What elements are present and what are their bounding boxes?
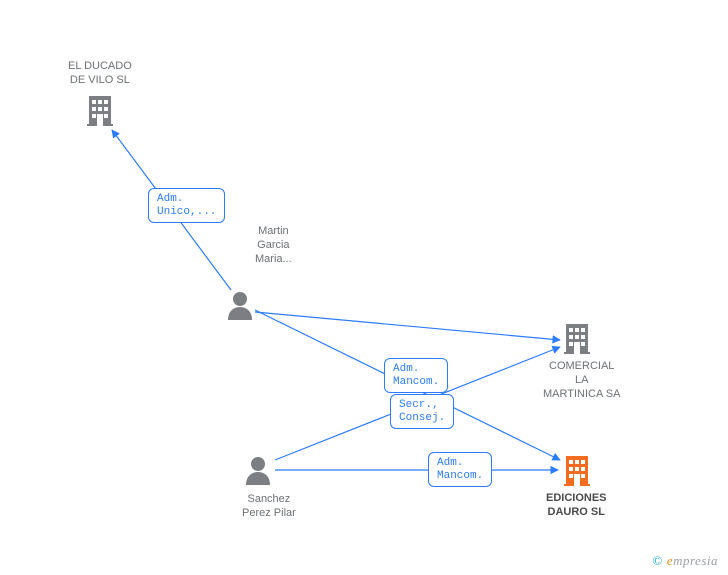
watermark-rest: mpresia	[673, 553, 718, 568]
node-label-comercial: COMERCIAL LA MARTINICA SA	[543, 360, 620, 401]
copyright-symbol: ©	[652, 553, 662, 568]
building-icon	[85, 94, 115, 126]
person-icon	[226, 290, 254, 320]
building-icon	[562, 322, 592, 354]
edge-label-sanchez-ediciones: Adm. Mancom.	[428, 452, 492, 487]
edge-martin-comercial	[255, 312, 560, 340]
node-comercial[interactable]	[562, 322, 592, 359]
watermark: ©empresia	[652, 553, 718, 569]
edge-label-martin-ducado: Adm. Unico,...	[148, 188, 225, 223]
node-ducado[interactable]	[85, 94, 115, 131]
node-label-ducado: EL DUCADO DE VILO SL	[68, 60, 132, 88]
node-ediciones[interactable]	[562, 454, 592, 491]
edge-label-martin-ediciones: Adm. Mancom.	[384, 358, 448, 393]
node-label-ediciones: EDICIONES DAURO SL	[546, 492, 607, 520]
node-sanchez[interactable]	[244, 455, 272, 490]
person-icon	[244, 455, 272, 485]
edge-label-sanchez-comercial: Secr., Consej.	[390, 394, 454, 429]
node-label-martin: Martin Garcia Maria...	[255, 225, 292, 266]
building-icon	[562, 454, 592, 486]
node-label-sanchez: Sanchez Perez Pilar	[242, 493, 296, 521]
node-martin[interactable]	[226, 290, 254, 325]
